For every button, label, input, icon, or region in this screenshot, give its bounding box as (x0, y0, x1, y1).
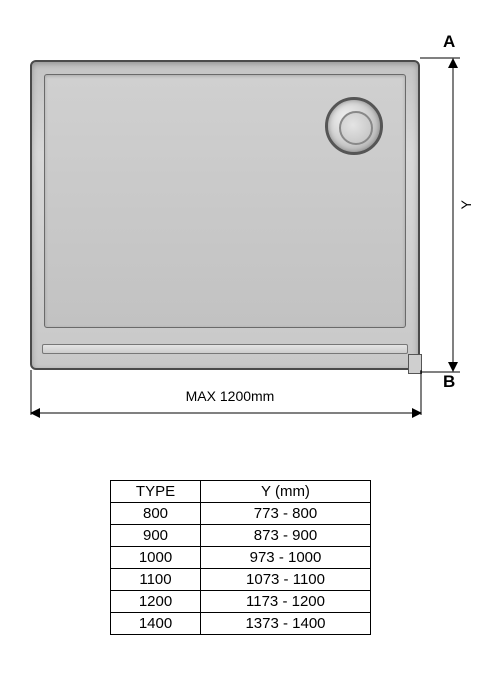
table-row: 1100 1073 - 1100 (111, 569, 371, 591)
technical-drawing: A B Y MAX 1200mm (30, 30, 470, 445)
table-cell: 1100 (111, 569, 201, 591)
dimension-width-label: MAX 1200mm (170, 388, 290, 404)
table-row: 1400 1373 - 1400 (111, 613, 371, 635)
table-cell: 973 - 1000 (201, 547, 371, 569)
table-row: 800 773 - 800 (111, 503, 371, 525)
tray-outer (30, 60, 420, 370)
tray-rail (42, 344, 408, 354)
table-cell: 1373 - 1400 (201, 613, 371, 635)
table-row: 900 873 - 900 (111, 525, 371, 547)
table-cell: 1000 (111, 547, 201, 569)
dimension-y-line (446, 58, 460, 372)
tray-inner (44, 74, 406, 328)
table-cell: 800 (111, 503, 201, 525)
ext-line-bottom (420, 368, 470, 376)
table-row: 1000 973 - 1000 (111, 547, 371, 569)
table-cell: 773 - 800 (201, 503, 371, 525)
dimension-y-label: Y (458, 200, 474, 209)
ext-line-top (420, 54, 470, 62)
table-cell: 873 - 900 (201, 525, 371, 547)
table-cell: 1200 (111, 591, 201, 613)
dimension-width-line (30, 406, 422, 420)
table-cell: 1073 - 1100 (201, 569, 371, 591)
dimension-point-a: A (443, 32, 455, 52)
table-header-y: Y (mm) (201, 481, 371, 503)
table-cell: 1400 (111, 613, 201, 635)
table-header-row: TYPE Y (mm) (111, 481, 371, 503)
spec-table: TYPE Y (mm) 800 773 - 800 900 873 - 900 … (110, 480, 371, 635)
table-row: 1200 1173 - 1200 (111, 591, 371, 613)
table-header-type: TYPE (111, 481, 201, 503)
drain-icon (325, 97, 383, 155)
table-cell: 900 (111, 525, 201, 547)
table-cell: 1173 - 1200 (201, 591, 371, 613)
